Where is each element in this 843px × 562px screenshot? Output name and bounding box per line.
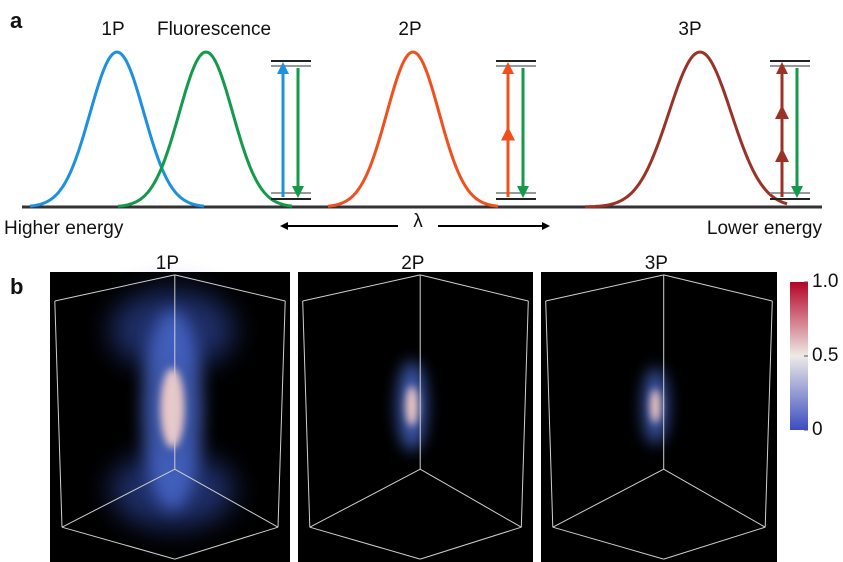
image-title: 1P xyxy=(156,253,179,274)
colorbar-tick-label: 1.0 xyxy=(812,271,838,292)
spectrum-curve xyxy=(30,52,204,206)
colorbar-tick-label: 0.5 xyxy=(812,345,838,366)
psf-images: 1P 2P 3P xyxy=(50,253,777,562)
axis-symbol: λ xyxy=(413,211,423,232)
psf xyxy=(398,361,426,451)
energy-diagrams xyxy=(271,61,810,199)
figure: a 1P Fluorescence 2P 3P Higher energy λ … xyxy=(0,0,843,562)
arrowhead xyxy=(775,148,789,162)
curve-title: 2P xyxy=(398,19,421,40)
curve-title: Fluorescence xyxy=(157,19,271,40)
panel-label: a xyxy=(10,8,23,33)
core xyxy=(650,389,660,423)
core xyxy=(406,386,418,426)
spectrum-curve xyxy=(118,52,292,206)
core xyxy=(160,368,184,448)
colorbar-tick-label: 0 xyxy=(812,419,823,440)
curve-title: 1P xyxy=(101,19,124,40)
axis-note: Lower energy xyxy=(707,218,823,239)
colorbar-ticks: 1.0 0.5 0 xyxy=(804,271,838,440)
arrowhead xyxy=(501,127,515,141)
arrowhead xyxy=(775,105,789,119)
image-title: 2P xyxy=(401,253,424,274)
axis-note: Higher energy xyxy=(4,218,124,239)
image-title: 3P xyxy=(645,253,668,274)
curve-title: 3P xyxy=(678,19,701,40)
panel-label: b xyxy=(10,274,23,299)
spectra xyxy=(30,52,787,207)
spectrum-curve xyxy=(585,52,787,207)
spectrum-curve xyxy=(328,52,498,206)
